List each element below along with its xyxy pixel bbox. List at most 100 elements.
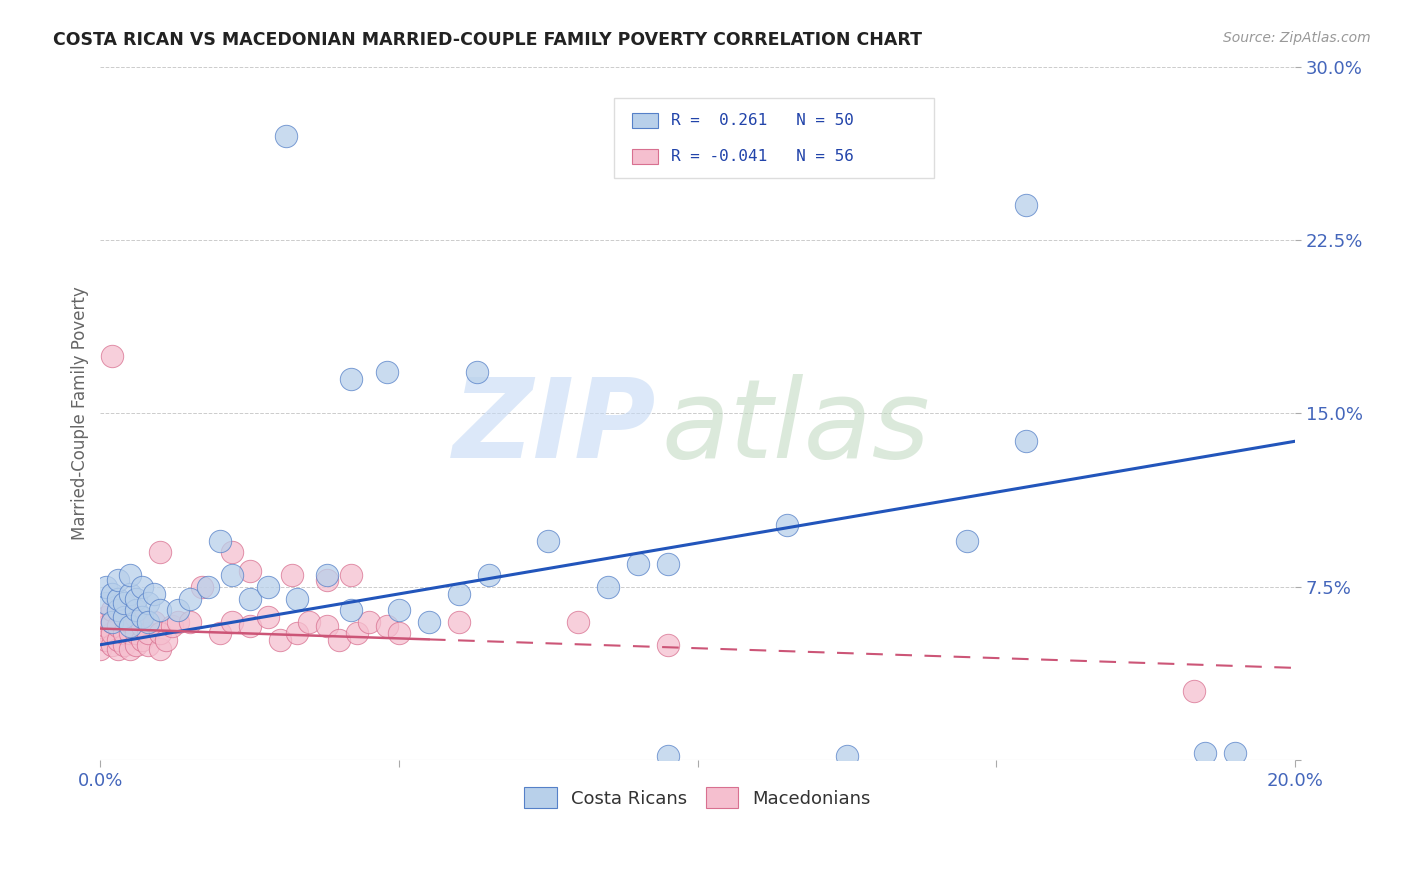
Point [131,633,153,648]
FancyBboxPatch shape [633,113,658,128]
Point [136,626,159,640]
Point [149,626,172,640]
Point [657,748,679,763]
Point [155,633,177,648]
Point [1225,747,1247,761]
Point [112,610,135,624]
Point [131,610,153,624]
Point [239,591,262,606]
Point [340,603,363,617]
Point [298,615,321,629]
Point [955,533,977,548]
Point [346,626,368,640]
Point [418,615,440,629]
Text: ZIP: ZIP [453,374,657,481]
Point [149,603,172,617]
Point [136,615,159,629]
Point [1015,434,1038,449]
Point [1194,747,1216,761]
Point [120,642,142,657]
Point [274,128,297,143]
Point [191,580,214,594]
Point [167,603,190,617]
Point [120,626,142,640]
Point [120,615,142,629]
Point [96,596,118,610]
Point [125,638,148,652]
Point [388,603,411,617]
Point [340,372,363,386]
Point [125,626,148,640]
Point [269,633,291,648]
Point [287,591,309,606]
Point [1182,684,1205,698]
Text: R = -0.041   N = 56: R = -0.041 N = 56 [672,149,855,164]
Point [208,626,231,640]
Point [221,615,243,629]
Point [328,633,350,648]
Point [179,591,201,606]
Point [149,545,172,559]
Point [179,615,201,629]
Point [316,573,339,587]
Point [657,557,679,571]
Point [776,517,799,532]
Point [107,603,129,617]
Point [197,580,219,594]
Point [96,633,118,648]
Point [221,545,243,559]
Point [120,619,142,633]
Point [160,619,183,633]
Point [167,615,190,629]
Point [447,615,470,629]
Point [125,591,148,606]
Point [96,580,118,594]
Point [101,626,124,640]
Point [96,619,118,633]
Point [340,568,363,582]
Point [1015,198,1038,212]
Point [316,619,339,633]
Point [143,615,166,629]
Point [149,642,172,657]
Point [125,603,148,617]
Point [239,564,262,578]
Y-axis label: Married-Couple Family Poverty: Married-Couple Family Poverty [72,286,89,541]
Point [131,580,153,594]
Point [89,642,111,657]
Point [359,615,381,629]
Point [112,596,135,610]
Point [256,610,278,624]
Point [107,591,129,606]
Point [136,638,159,652]
Point [256,580,278,594]
Point [112,610,135,624]
Point [316,568,339,582]
Point [465,365,488,379]
Point [287,626,309,640]
Point [375,365,398,379]
Point [835,748,858,763]
Point [120,587,142,601]
Point [101,615,124,629]
Point [101,349,124,363]
Point [120,568,142,582]
Point [375,619,398,633]
FancyBboxPatch shape [633,149,658,164]
Point [239,619,262,633]
Point [107,619,129,633]
Point [101,615,124,629]
Text: atlas: atlas [662,374,931,481]
Point [101,638,124,652]
Point [125,610,148,624]
Point [388,626,411,640]
FancyBboxPatch shape [614,98,934,178]
Point [112,626,135,640]
Point [221,568,243,582]
Point [280,568,302,582]
Point [107,642,129,657]
Point [131,619,153,633]
Legend: Costa Ricans, Macedonians: Costa Ricans, Macedonians [517,780,879,815]
Point [447,587,470,601]
Point [567,615,589,629]
